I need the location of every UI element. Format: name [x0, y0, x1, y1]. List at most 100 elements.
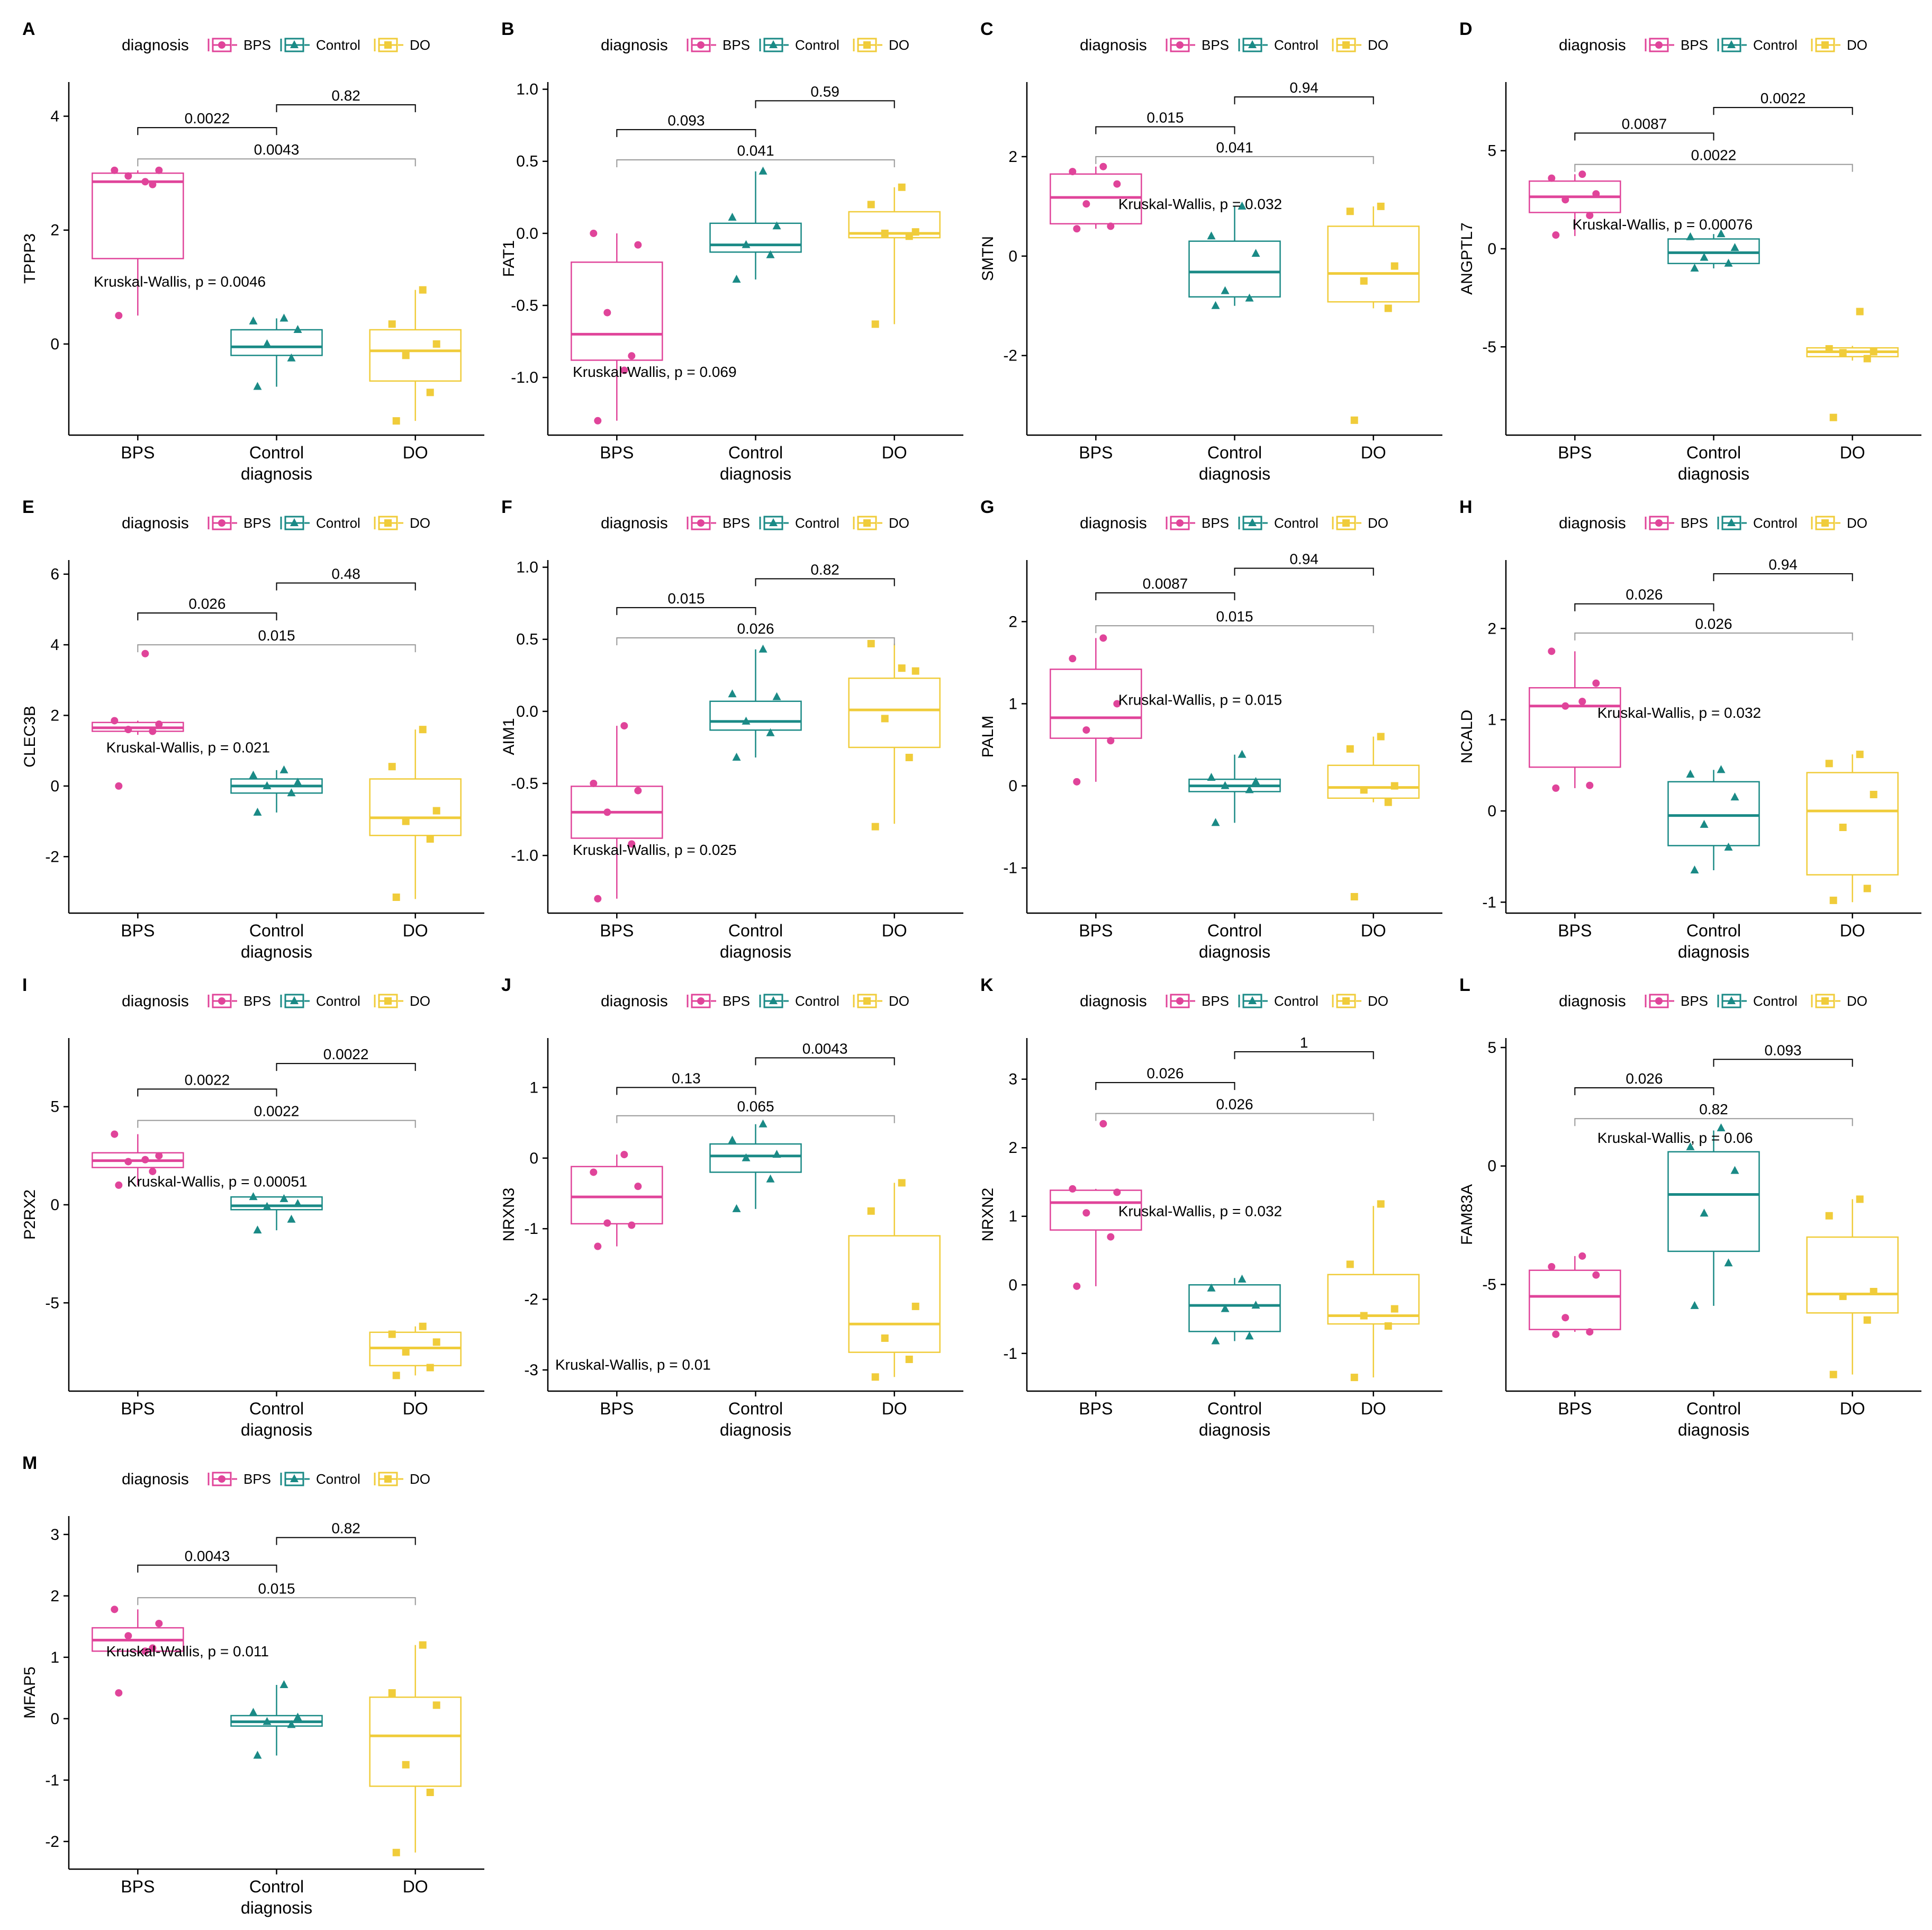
data-point — [1592, 1271, 1600, 1279]
data-point — [1825, 1212, 1833, 1220]
y-axis-label: FAM83A — [1458, 1184, 1476, 1245]
legend-key-do: DO — [853, 515, 909, 531]
legend-label: Control — [1274, 993, 1319, 1009]
bracket-pvalue: 0.0022 — [323, 1046, 369, 1062]
box-iqr — [92, 172, 184, 259]
y-axis-label: MFAP5 — [21, 1666, 39, 1718]
legend-label: BPS — [243, 515, 271, 531]
x-axis-label: diagnosis — [720, 464, 791, 483]
box-iqr — [369, 329, 462, 382]
y-tick-label: 1 — [1008, 1208, 1017, 1225]
data-point — [1113, 180, 1121, 188]
bracket-pvalue: 0.0043 — [185, 1548, 230, 1564]
legend-marker — [384, 41, 392, 49]
x-tick-label: Control — [1207, 443, 1262, 462]
x-axis-label: diagnosis — [1199, 1420, 1270, 1439]
legend: diagnosis BPS Control DO — [1080, 993, 1388, 1010]
box-bps — [1529, 647, 1621, 792]
box-do — [848, 1179, 941, 1381]
significance-bracket: 0.0043 — [755, 1040, 895, 1066]
data-point — [594, 417, 602, 425]
x-tick-label: Control — [728, 1399, 783, 1418]
data-point — [155, 166, 163, 174]
y-tick-label: -5 — [45, 1294, 59, 1312]
data-point — [1391, 262, 1398, 270]
box-iqr — [230, 329, 323, 356]
panel-letter: C — [980, 19, 994, 39]
box-do — [1806, 1195, 1899, 1378]
data-point — [905, 232, 913, 240]
y-axis-label: TPPP3 — [21, 233, 39, 284]
legend-label: DO — [1368, 993, 1388, 1009]
legend: diagnosis BPS Control DO — [1559, 993, 1867, 1010]
legend-label: BPS — [243, 993, 271, 1009]
significance-bracket: 0.015 — [137, 1580, 416, 1606]
box-control — [1188, 201, 1281, 309]
data-point — [1073, 1282, 1081, 1290]
data-point — [1578, 170, 1586, 178]
y-axis-label: NCALD — [1458, 710, 1476, 764]
data-point — [620, 1151, 628, 1159]
legend-label: Control — [795, 515, 839, 531]
legend: diagnosis BPS Control DO — [122, 1471, 430, 1488]
box-iqr — [1327, 764, 1420, 799]
data-point — [392, 1848, 400, 1856]
data-point — [293, 1199, 302, 1207]
bracket-pvalue: 0.0087 — [1622, 115, 1667, 132]
x-tick-label: DO — [403, 443, 428, 462]
data-point — [1360, 277, 1368, 285]
data-point — [1384, 1322, 1392, 1330]
x-tick-label: DO — [882, 443, 907, 462]
legend-key-do: DO — [1811, 993, 1867, 1009]
y-tick-label: -1 — [1482, 894, 1496, 911]
data-point — [253, 807, 262, 816]
data-point — [1839, 349, 1847, 357]
x-tick-label: Control — [1686, 1399, 1741, 1418]
data-point — [759, 166, 768, 175]
kruskal-wallis-annotation: Kruskal-Wallis, p = 0.00076 — [1573, 217, 1753, 233]
data-point — [249, 1708, 258, 1716]
box-iqr — [848, 677, 941, 748]
data-point — [766, 1174, 775, 1183]
x-tick-label: Control — [249, 1399, 304, 1418]
legend-label: BPS — [1681, 37, 1708, 53]
box-bps — [1050, 1120, 1142, 1290]
data-point — [772, 692, 781, 700]
data-point — [1863, 885, 1871, 892]
legend-title: diagnosis — [1080, 37, 1147, 54]
significance-bracket: 0.0022 — [1574, 147, 1853, 172]
data-point — [732, 1204, 741, 1212]
significance-bracket: 0.026 — [1574, 616, 1853, 641]
significance-bracket: 0.48 — [276, 565, 416, 591]
data-point — [898, 664, 906, 672]
y-tick-label: -2 — [1003, 347, 1017, 365]
box-bps — [571, 722, 663, 903]
data-point — [634, 787, 642, 795]
legend-label: BPS — [723, 515, 750, 531]
data-point — [1211, 818, 1220, 826]
legend-key-control: Control — [1717, 515, 1798, 531]
y-axis-label: PALM — [979, 716, 997, 757]
bracket-line — [616, 607, 756, 615]
bracket-line — [276, 1537, 416, 1545]
legend-marker — [384, 997, 392, 1005]
legend-marker — [863, 41, 871, 49]
y-tick-label: 0 — [1008, 1276, 1017, 1294]
y-tick-label: -1 — [45, 1772, 59, 1789]
data-point — [1391, 1305, 1398, 1313]
legend-marker — [1342, 41, 1350, 49]
bracket-line — [137, 1564, 277, 1573]
data-point — [728, 1135, 737, 1144]
data-point — [388, 1689, 396, 1697]
bracket-pvalue: 0.48 — [331, 565, 360, 582]
legend-key-do: DO — [374, 515, 430, 531]
legend: diagnosis BPS Control DO — [601, 993, 909, 1010]
data-point — [881, 715, 889, 723]
box-do — [1327, 202, 1420, 424]
legend-title: diagnosis — [122, 1471, 189, 1488]
y-tick-label: 5 — [50, 1098, 59, 1116]
data-point — [1207, 1283, 1216, 1292]
legend-title: diagnosis — [601, 37, 668, 54]
data-point — [432, 340, 440, 348]
